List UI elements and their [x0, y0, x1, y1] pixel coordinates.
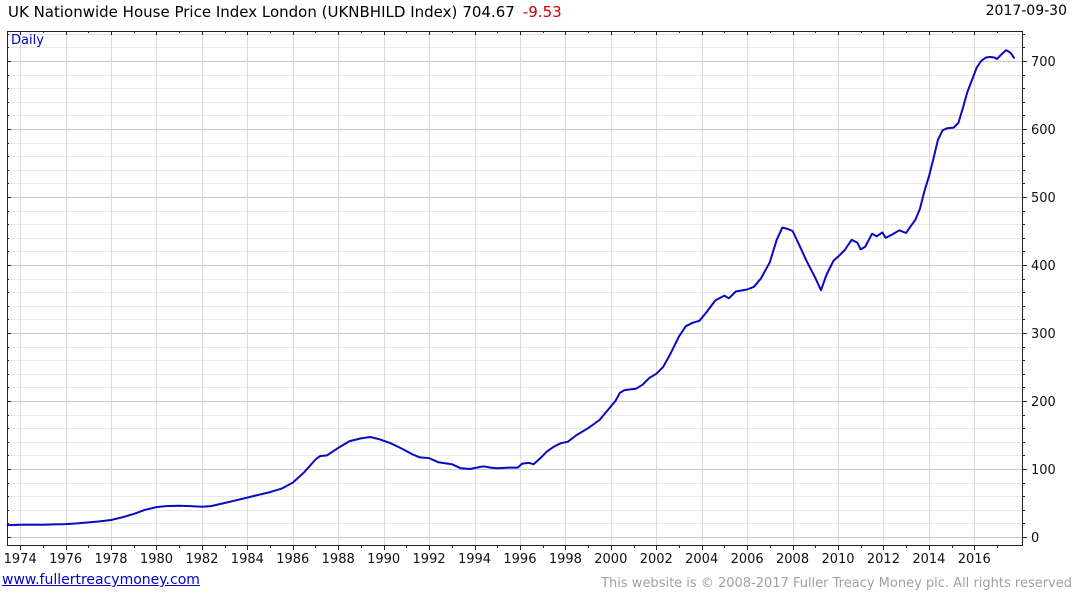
- as-of-date: 2017-09-30: [985, 3, 1067, 19]
- x-axis-tick-label: 2006: [731, 552, 764, 567]
- chart-plot-area[interactable]: [7, 31, 1022, 545]
- x-axis-tick-label: 1990: [367, 552, 400, 567]
- y-axis-tick-label: 0: [1031, 531, 1039, 546]
- y-axis-tick-label: 600: [1031, 123, 1056, 138]
- last-price-value: 704.67: [462, 3, 515, 21]
- x-axis-tick-label: 1998: [549, 552, 582, 567]
- y-axis-tick-label: 500: [1031, 191, 1056, 206]
- y-axis-tick-label: 700: [1031, 55, 1056, 70]
- chart-frame: [7, 31, 1023, 546]
- price-series-line: [6, 49, 1015, 527]
- x-axis-tick-label: 1978: [94, 552, 127, 567]
- x-axis-tick-label: 1976: [49, 552, 82, 567]
- x-axis-tick-label: 1986: [276, 552, 309, 567]
- y-axis-tick-label: 300: [1031, 327, 1056, 342]
- x-axis-tick-label: 1996: [503, 552, 536, 567]
- x-axis-tick-label: 2012: [867, 552, 900, 567]
- y-axis-tick-label: 100: [1031, 463, 1056, 478]
- price-change-value: -9.53: [522, 3, 562, 21]
- x-axis-tick-label: 2000: [594, 552, 627, 567]
- x-axis-tick-label: 1994: [458, 552, 491, 567]
- chart-title: UK Nationwide House Price Index London (…: [8, 3, 458, 21]
- x-axis-tick-label: 2014: [912, 552, 945, 567]
- website-link[interactable]: www.fullertreacymoney.com: [2, 572, 200, 588]
- frequency-label: Daily: [11, 33, 44, 48]
- chart-canvas: 1974 1976 1978 1980 1982 1984 1986 1988 1990 1992…: [4, 31, 1056, 567]
- x-axis-tick-label: 1980: [140, 552, 173, 567]
- x-axis-tick-label: 1974: [4, 552, 37, 567]
- y-axis-tick-label: 400: [1031, 259, 1056, 274]
- x-axis-tick-label: 1984: [231, 552, 264, 567]
- chart-header: UK Nationwide House Price Index London (…: [8, 2, 1067, 28]
- x-axis-tick-label: 1988: [322, 552, 355, 567]
- x-axis-tick-label: 2010: [821, 552, 854, 567]
- x-axis-tick-label: 2008: [776, 552, 809, 567]
- x-axis-tick-label: 2002: [640, 552, 673, 567]
- x-axis-tick-label: 2016: [958, 552, 991, 567]
- x-axis-tick-label: 1982: [185, 552, 218, 567]
- y-axis-tick-label: 200: [1031, 395, 1056, 410]
- x-axis-tick-label: 2004: [685, 552, 718, 567]
- copyright-text: This website is © 2008-2017 Fuller Treac…: [601, 576, 1072, 591]
- x-axis-tick-label: 1992: [413, 552, 446, 567]
